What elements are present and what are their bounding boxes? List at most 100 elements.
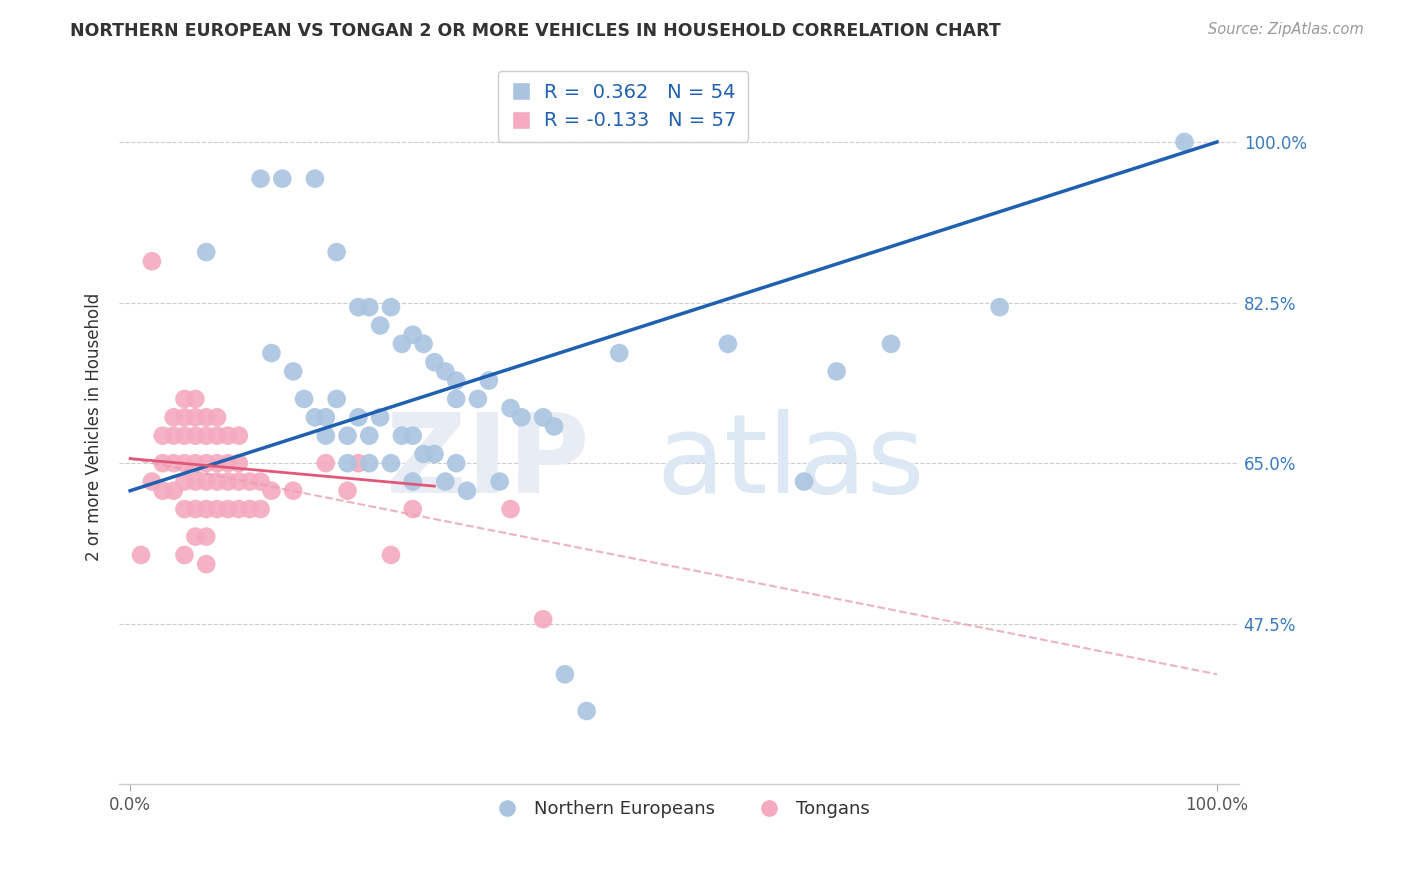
Point xyxy=(129,548,152,562)
Point xyxy=(456,483,478,498)
Point xyxy=(402,475,425,489)
Point xyxy=(531,612,554,626)
Point xyxy=(380,548,402,562)
Point xyxy=(217,475,239,489)
Point xyxy=(292,392,315,406)
Point xyxy=(543,419,565,434)
Point xyxy=(402,428,425,442)
Point xyxy=(499,502,522,516)
Point xyxy=(260,346,283,360)
Point xyxy=(359,456,381,470)
Point xyxy=(434,475,457,489)
Text: ZIP: ZIP xyxy=(387,409,589,516)
Point xyxy=(402,502,425,516)
Point xyxy=(249,502,271,516)
Point xyxy=(283,483,305,498)
Point xyxy=(315,410,337,425)
Point xyxy=(880,337,903,351)
Point xyxy=(304,171,326,186)
Point xyxy=(173,502,195,516)
Point xyxy=(336,428,359,442)
Point xyxy=(315,456,337,470)
Point xyxy=(793,475,815,489)
Point xyxy=(141,254,163,268)
Text: Source: ZipAtlas.com: Source: ZipAtlas.com xyxy=(1208,22,1364,37)
Point xyxy=(184,502,207,516)
Point xyxy=(412,447,434,461)
Point xyxy=(141,475,163,489)
Point xyxy=(195,530,218,544)
Point xyxy=(249,475,271,489)
Point xyxy=(391,337,413,351)
Point xyxy=(205,428,228,442)
Point xyxy=(380,456,402,470)
Point xyxy=(173,475,195,489)
Point xyxy=(347,300,370,314)
Point xyxy=(152,456,174,470)
Point xyxy=(825,364,848,378)
Point xyxy=(173,428,195,442)
Point xyxy=(239,502,262,516)
Point xyxy=(217,456,239,470)
Point xyxy=(304,410,326,425)
Point xyxy=(228,428,250,442)
Point xyxy=(205,456,228,470)
Point xyxy=(499,401,522,416)
Point xyxy=(368,318,391,333)
Point xyxy=(184,428,207,442)
Text: NORTHERN EUROPEAN VS TONGAN 2 OR MORE VEHICLES IN HOUSEHOLD CORRELATION CHART: NORTHERN EUROPEAN VS TONGAN 2 OR MORE VE… xyxy=(70,22,1001,40)
Point xyxy=(531,410,554,425)
Point xyxy=(195,502,218,516)
Point xyxy=(717,337,740,351)
Point xyxy=(347,410,370,425)
Point xyxy=(368,410,391,425)
Point xyxy=(249,171,271,186)
Point xyxy=(271,171,294,186)
Point xyxy=(195,475,218,489)
Point xyxy=(184,392,207,406)
Point xyxy=(162,483,184,498)
Point xyxy=(434,364,457,378)
Point xyxy=(488,475,510,489)
Point xyxy=(195,557,218,571)
Point xyxy=(444,456,467,470)
Point xyxy=(228,456,250,470)
Point xyxy=(173,548,195,562)
Point xyxy=(184,410,207,425)
Point xyxy=(607,346,630,360)
Point xyxy=(988,300,1011,314)
Point xyxy=(283,364,305,378)
Point xyxy=(554,667,576,681)
Point xyxy=(325,392,347,406)
Point xyxy=(1173,135,1195,149)
Point xyxy=(173,456,195,470)
Point xyxy=(336,456,359,470)
Point xyxy=(575,704,598,718)
Point xyxy=(359,300,381,314)
Point xyxy=(195,245,218,260)
Point xyxy=(423,355,446,369)
Point xyxy=(173,392,195,406)
Point xyxy=(228,502,250,516)
Legend: Northern Europeans, Tongans: Northern Europeans, Tongans xyxy=(481,793,877,825)
Point xyxy=(184,475,207,489)
Point xyxy=(423,447,446,461)
Point xyxy=(380,300,402,314)
Point xyxy=(184,530,207,544)
Point xyxy=(478,374,501,388)
Point xyxy=(444,374,467,388)
Y-axis label: 2 or more Vehicles in Household: 2 or more Vehicles in Household xyxy=(86,293,103,560)
Point xyxy=(152,428,174,442)
Point xyxy=(260,483,283,498)
Point xyxy=(359,428,381,442)
Point xyxy=(444,392,467,406)
Point xyxy=(510,410,533,425)
Point xyxy=(195,456,218,470)
Point xyxy=(228,475,250,489)
Point xyxy=(315,428,337,442)
Point xyxy=(239,475,262,489)
Point xyxy=(195,410,218,425)
Point xyxy=(162,456,184,470)
Point xyxy=(391,428,413,442)
Point xyxy=(195,428,218,442)
